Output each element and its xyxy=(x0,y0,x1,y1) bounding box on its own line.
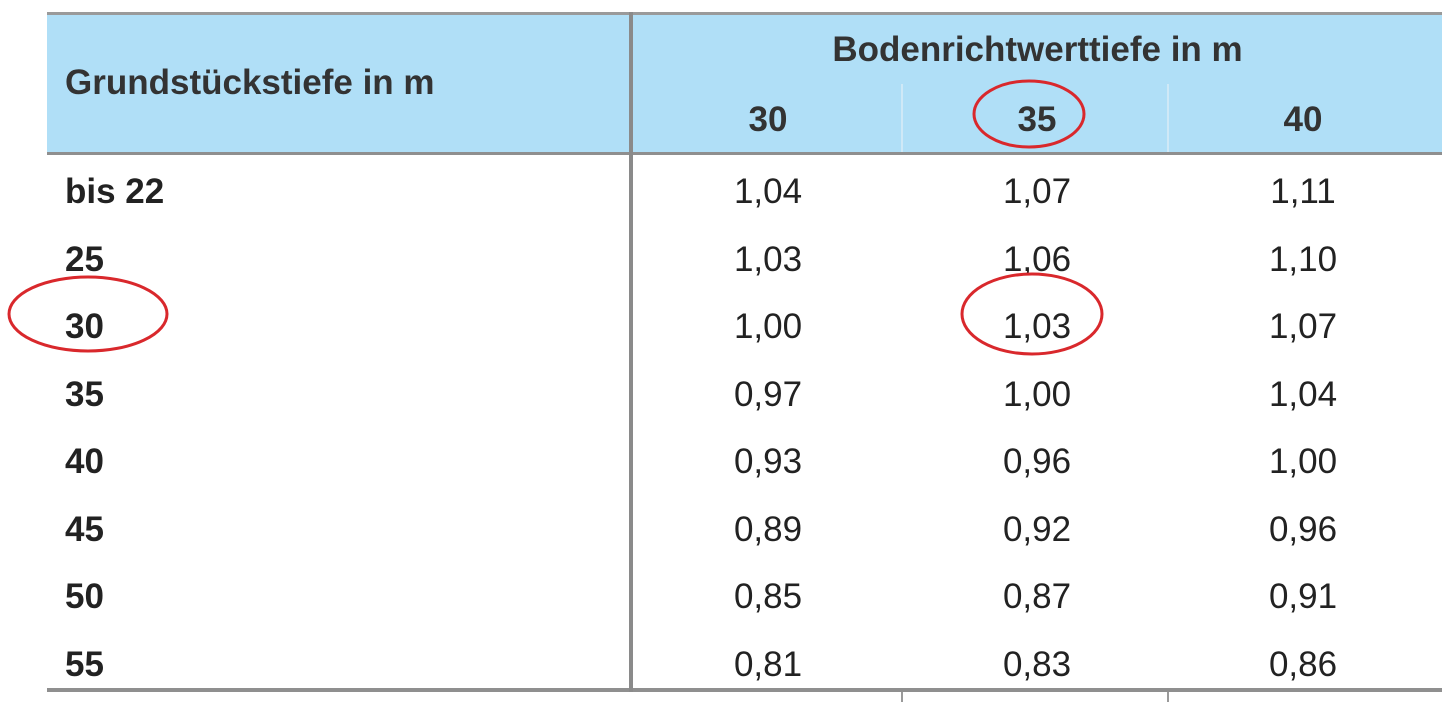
subheader-separator xyxy=(901,84,903,152)
table-cell: 0,86 xyxy=(1268,644,1338,684)
table-cell: 0,96 xyxy=(1002,442,1072,481)
row-label: 25 xyxy=(65,239,104,279)
table-cell: 0,91 xyxy=(1268,577,1338,616)
table-cell: 1,03 xyxy=(733,239,803,279)
row-label: bis 22 xyxy=(65,172,165,211)
table-cell: 1,04 xyxy=(1268,374,1338,414)
table-cell: 1,03 xyxy=(1002,307,1072,346)
subheader-separator xyxy=(1167,84,1169,152)
table-cell: 0,97 xyxy=(733,374,803,414)
row-label: 35 xyxy=(65,374,104,414)
table-cell: 1,07 xyxy=(1002,172,1072,211)
table-cell: 1,04 xyxy=(733,172,803,211)
table-cell: 0,89 xyxy=(733,509,803,549)
column-header-40: 40 xyxy=(1283,100,1323,139)
table-header-background xyxy=(47,12,1442,155)
table-cell: 0,87 xyxy=(1002,577,1072,616)
group-header-label: Bodenrichtwerttiefe in m xyxy=(832,30,1243,69)
table-top-rule xyxy=(47,12,1442,15)
row-label: 40 xyxy=(65,442,104,481)
row-label: 55 xyxy=(65,644,104,684)
coefficient-table: Grundstückstiefe in m Bodenrichtwerttief… xyxy=(47,8,1442,702)
column-divider xyxy=(629,12,633,692)
table-cell: 1,10 xyxy=(1268,239,1338,279)
row-label: 50 xyxy=(65,577,104,616)
table-cell: 0,85 xyxy=(733,577,803,616)
bottom-tick xyxy=(1167,692,1169,702)
table-bottom-rule xyxy=(47,688,1442,692)
row-label: 30 xyxy=(65,307,104,346)
table-header-rule xyxy=(47,152,1442,155)
table-cell: 0,93 xyxy=(733,442,803,481)
table-cell: 1,00 xyxy=(1268,442,1338,481)
table-cell: 1,11 xyxy=(1270,172,1336,211)
table-cell: 0,96 xyxy=(1268,509,1338,549)
table-cell: 0,83 xyxy=(1002,644,1072,684)
table-cell: 0,92 xyxy=(1002,509,1072,549)
bottom-tick xyxy=(901,692,903,702)
table-cell: 1,00 xyxy=(733,307,803,346)
table-cell: 1,00 xyxy=(1002,374,1072,414)
table-cell: 0,81 xyxy=(733,644,803,684)
row-header-label: Grundstückstiefe in m xyxy=(65,63,435,102)
column-header-35: 35 xyxy=(1017,100,1057,139)
table-cell: 1,07 xyxy=(1268,307,1338,346)
column-header-30: 30 xyxy=(748,100,788,139)
row-label: 45 xyxy=(65,509,104,549)
table-cell: 1,06 xyxy=(1002,239,1072,279)
